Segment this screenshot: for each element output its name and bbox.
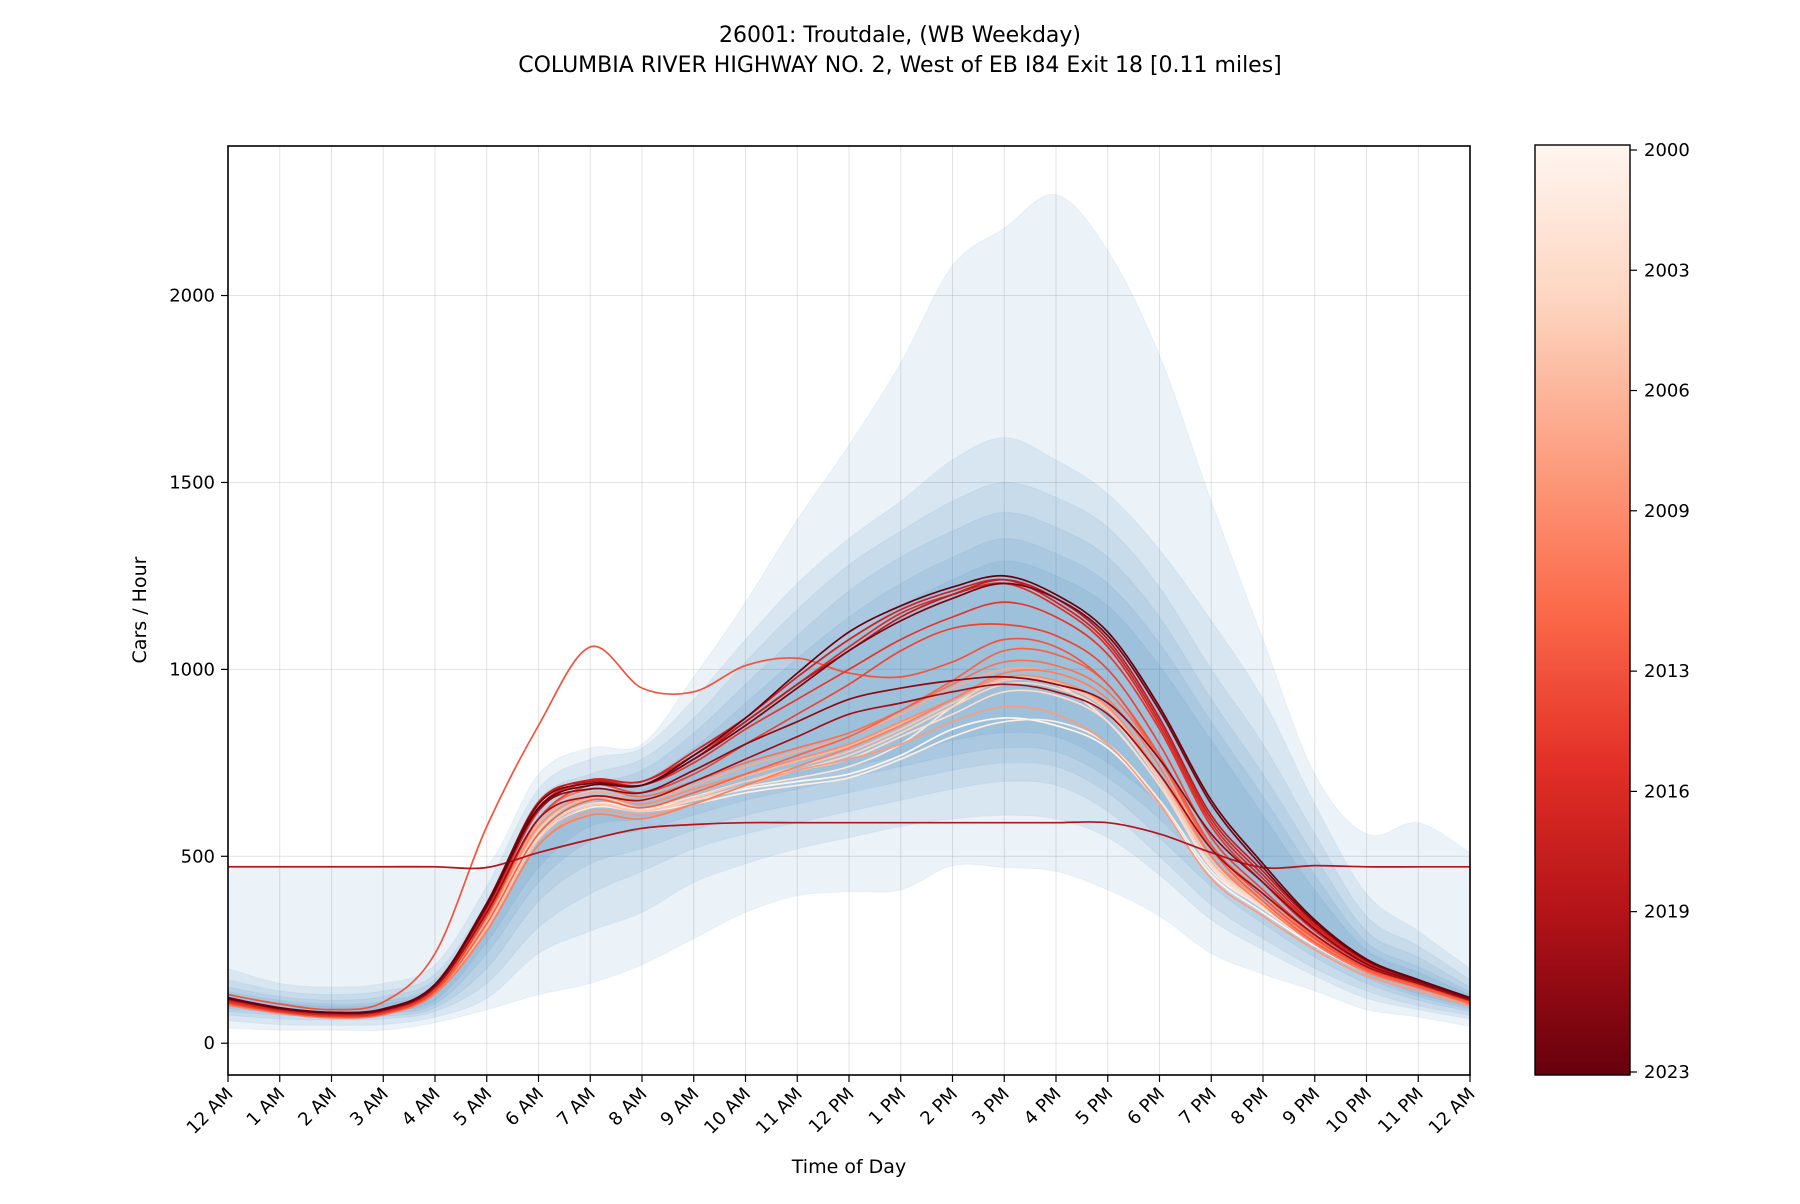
x-tick-label: 11 PM <box>1374 1084 1428 1138</box>
y-tick-label: 1500 <box>169 472 215 493</box>
x-tick-label: 5 AM <box>450 1084 497 1131</box>
y-tick-label: 1000 <box>169 659 215 680</box>
y-tick-label: 0 <box>204 1033 215 1054</box>
colorbar-tick-label: 2013 <box>1644 661 1690 682</box>
series-line-2012 <box>228 647 1470 1018</box>
x-tick-label: 11 AM <box>752 1084 807 1139</box>
colorbar: 2000 2003 2006 2009 2013 2016 2019 2023 <box>1534 140 1690 1083</box>
x-tick-label: 2 PM <box>916 1084 962 1130</box>
series-line-2014 <box>228 623 1470 1018</box>
series-line-2008 <box>228 705 1470 1019</box>
y-axis-label: Cars / Hour <box>129 556 151 663</box>
colorbar-tick-label: 2019 <box>1644 902 1690 923</box>
x-tick-label: 12 AM <box>1425 1084 1480 1139</box>
x-tick-label: 10 PM <box>1322 1084 1376 1138</box>
colorbar-tick-label: 2000 <box>1644 140 1690 161</box>
x-tick-label: 9 AM <box>657 1084 704 1131</box>
colorbar-tick-label: 2016 <box>1644 781 1690 802</box>
x-tick-label: 8 AM <box>605 1084 652 1131</box>
x-tick-label: 8 PM <box>1227 1084 1273 1130</box>
chart-subtitle: COLUMBIA RIVER HIGHWAY NO. 2, West of EB… <box>518 53 1282 78</box>
x-tick-label: 3 PM <box>968 1084 1014 1130</box>
x-tick-label: 3 AM <box>346 1084 393 1131</box>
x-axis-label: Time of Day <box>791 1156 906 1178</box>
distribution-band <box>228 437 1470 1026</box>
colorbar-tick-label: 2003 <box>1644 260 1690 281</box>
x-tick-label: 2 AM <box>294 1084 341 1131</box>
chart-title: 26001: Troutdale, (WB Weekday) <box>719 23 1081 48</box>
x-tick-label: 5 PM <box>1072 1084 1118 1130</box>
x-tick-label: 10 AM <box>700 1084 755 1139</box>
colorbar-ticks: 2000 2003 2006 2009 2013 2016 2019 2023 <box>1630 140 1690 1083</box>
x-tick-label: 1 PM <box>865 1084 911 1130</box>
x-tick-label: 6 AM <box>501 1084 548 1131</box>
y-tick-label: 2000 <box>169 286 215 307</box>
series-line-2020 <box>228 683 1470 1015</box>
y-axis: 0 500 1000 1500 2000 <box>169 286 228 1054</box>
colorbar-fill <box>1534 144 1631 1076</box>
x-tick-label: 4 PM <box>1020 1084 1066 1130</box>
x-tick-label: 4 AM <box>398 1084 445 1131</box>
x-tick-label: 6 PM <box>1123 1084 1169 1130</box>
distribution-band <box>228 511 1470 1018</box>
x-tick-label: 1 AM <box>243 1084 290 1131</box>
x-tick-label: 7 AM <box>553 1084 600 1131</box>
x-tick-label: 7 PM <box>1175 1084 1221 1130</box>
x-axis: 12 AM 1 AM 2 AM 3 AM 4 AM 5 AM 6 AM 7 AM 8 AM 9 A… <box>183 1075 1480 1138</box>
x-tick-label: 12 AM <box>183 1084 238 1139</box>
x-tick-label: 9 PM <box>1279 1084 1325 1130</box>
colorbar-tick-label: 2006 <box>1644 381 1690 402</box>
colorbar-tick-label: 2009 <box>1644 501 1690 522</box>
x-tick-label: 12 PM <box>805 1084 859 1138</box>
y-tick-label: 500 <box>181 846 215 867</box>
series-layer <box>228 574 1470 1019</box>
colorbar-tick-label: 2023 <box>1644 1062 1690 1083</box>
series-line-2023 <box>228 574 1470 1014</box>
series-line-2013 <box>228 637 1470 1011</box>
series-line-2010 <box>228 669 1470 1019</box>
